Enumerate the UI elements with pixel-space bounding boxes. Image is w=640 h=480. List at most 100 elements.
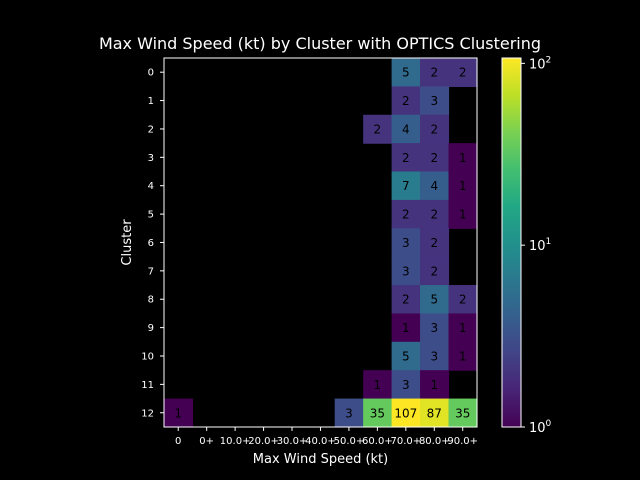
y-tick-label: 11 — [141, 380, 154, 391]
cell-value-label: 3 — [430, 321, 438, 335]
heatmap-cell — [391, 143, 421, 173]
heatmap-cells: 5 2 2 2 3 2 4 2 2 2 1 7 4 1 2 2 1 3 2 3 2 2 5 2 1 3 1 5 3 1 1 3 1 1 3 35 107… — [164, 58, 478, 428]
cell-value-label: 1 — [459, 151, 467, 165]
chart-title: Max Wind Speed (kt) by Cluster with OPTI… — [99, 34, 541, 53]
heatmap-cell — [391, 199, 421, 229]
cell-value-label: 1 — [430, 378, 438, 392]
cell-value-label: 1 — [374, 378, 382, 392]
heatmap-cell — [420, 341, 450, 371]
heatmap-cell — [391, 58, 421, 87]
heatmap-cell — [420, 398, 450, 428]
cell-value-label: 2 — [430, 236, 438, 250]
heatmap-cell — [420, 313, 450, 343]
cell-value-label: 107 — [394, 406, 417, 420]
heatmap-cell — [420, 143, 450, 173]
heatmap-cell — [391, 228, 421, 258]
heatmap-cell — [420, 370, 450, 400]
heatmap-cell — [420, 86, 450, 116]
x-axis-label: Max Wind Speed (kt) — [253, 452, 388, 467]
cell-value-label: 2 — [430, 66, 438, 80]
heatmap-cell — [334, 398, 364, 428]
cell-value-label: 2 — [430, 122, 438, 136]
cell-value-label: 1 — [174, 406, 182, 420]
x-tick-label: 60.0+ — [362, 436, 393, 447]
cell-value-label: 3 — [402, 378, 410, 392]
cell-value-label: 2 — [402, 208, 410, 222]
cell-value-label: 1 — [459, 208, 467, 222]
x-tick-label: 30.0+ — [277, 436, 308, 447]
x-tick-label: 80.0+ — [419, 436, 450, 447]
x-tick-label: 0+ — [199, 436, 214, 447]
cell-value-label: 5 — [402, 66, 410, 80]
y-axis-label: Cluster — [120, 219, 135, 266]
cell-value-label: 87 — [427, 406, 442, 420]
heatmap-cell — [363, 398, 393, 428]
heatmap-cell — [391, 370, 421, 400]
cell-value-label: 35 — [370, 406, 385, 420]
cell-value-label: 3 — [402, 236, 410, 250]
cell-value-label: 3 — [345, 406, 353, 420]
cell-value-label: 35 — [455, 406, 470, 420]
y-tick-label: 10 — [141, 351, 154, 362]
cell-value-label: 2 — [459, 66, 467, 80]
cell-value-label: 2 — [402, 293, 410, 307]
cell-value-label: 5 — [402, 349, 410, 363]
x-tick-label: 0 — [175, 436, 181, 447]
heatmap-cell — [391, 171, 421, 201]
heatmap-cell — [391, 398, 421, 428]
cell-value-label: 3 — [402, 264, 410, 278]
cell-value-label: 2 — [430, 151, 438, 165]
heatmap-cell — [448, 341, 478, 371]
x-axis-ticks: 0 0+ 10.0+20.0+30.0+40.0+50.0+60.0+70.0+80… — [175, 426, 478, 447]
cell-value-label: 5 — [430, 293, 438, 307]
x-tick-label: 40.0+ — [305, 436, 336, 447]
cell-value-label: 1 — [459, 179, 467, 193]
heatmap-cell — [363, 114, 393, 144]
heatmap-cell — [391, 86, 421, 116]
y-tick-label: 4 — [148, 181, 154, 192]
x-tick-label: 10.0+ — [220, 436, 251, 447]
heatmap-cell — [164, 398, 194, 428]
colorbar-tick-label: 101 — [529, 237, 551, 254]
heatmap-cell — [448, 143, 478, 173]
y-tick-label: 1 — [148, 96, 154, 107]
y-tick-label: 3 — [148, 153, 154, 164]
y-tick-label: 5 — [148, 210, 154, 221]
cell-value-label: 2 — [374, 122, 382, 136]
y-tick-label: 12 — [141, 408, 154, 419]
cell-value-label: 2 — [430, 208, 438, 222]
cell-value-label: 1 — [459, 349, 467, 363]
cell-value-label: 1 — [459, 321, 467, 335]
cell-value-label: 3 — [430, 349, 438, 363]
heatmap-cell — [391, 313, 421, 343]
heatmap-cell — [420, 58, 450, 87]
y-tick-label: 0 — [148, 68, 154, 79]
x-tick-label: 20.0+ — [248, 436, 279, 447]
x-tick-label: 90.0+ — [447, 436, 478, 447]
cell-value-label: 7 — [402, 179, 410, 193]
cell-value-label: 3 — [430, 94, 438, 108]
heatmap-cell — [448, 58, 478, 87]
cell-value-label: 4 — [430, 179, 438, 193]
cell-value-label: 2 — [430, 264, 438, 278]
cell-value-label: 2 — [402, 94, 410, 108]
x-tick-label: 70.0+ — [390, 436, 421, 447]
colorbar — [501, 57, 522, 428]
y-tick-label: 7 — [148, 266, 154, 277]
heatmap-cell — [420, 199, 450, 229]
heatmap-cell — [448, 398, 478, 428]
cell-value-label: 1 — [402, 321, 410, 335]
heatmap-cell — [448, 199, 478, 229]
heatmap-cell — [391, 114, 421, 144]
colorbar-tick-label: 100 — [529, 419, 552, 436]
colorbar-ticks: 100 101 102 — [521, 55, 552, 436]
cell-value-label: 2 — [402, 151, 410, 165]
y-tick-label: 9 — [148, 323, 154, 334]
heatmap-cell — [420, 228, 450, 258]
cell-value-label: 4 — [402, 122, 410, 136]
y-tick-label: 8 — [148, 295, 154, 306]
heatmap-cell — [448, 171, 478, 201]
heatmap-cell — [420, 171, 450, 201]
